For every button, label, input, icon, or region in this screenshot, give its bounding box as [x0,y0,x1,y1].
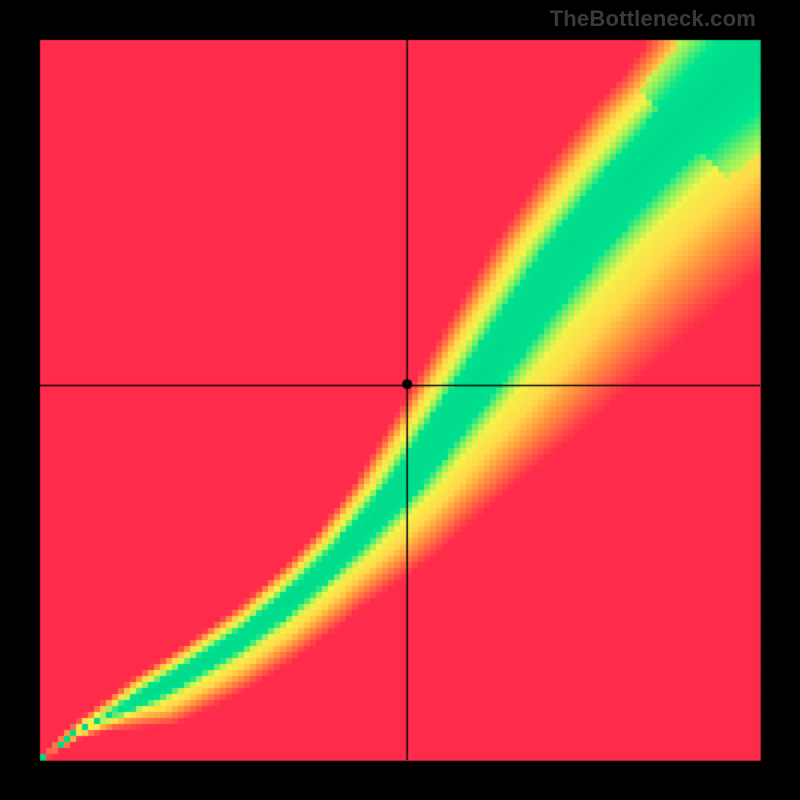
chart-container: TheBottleneck.com [0,0,800,800]
heatmap-canvas [0,0,800,800]
watermark-text: TheBottleneck.com [550,6,756,32]
